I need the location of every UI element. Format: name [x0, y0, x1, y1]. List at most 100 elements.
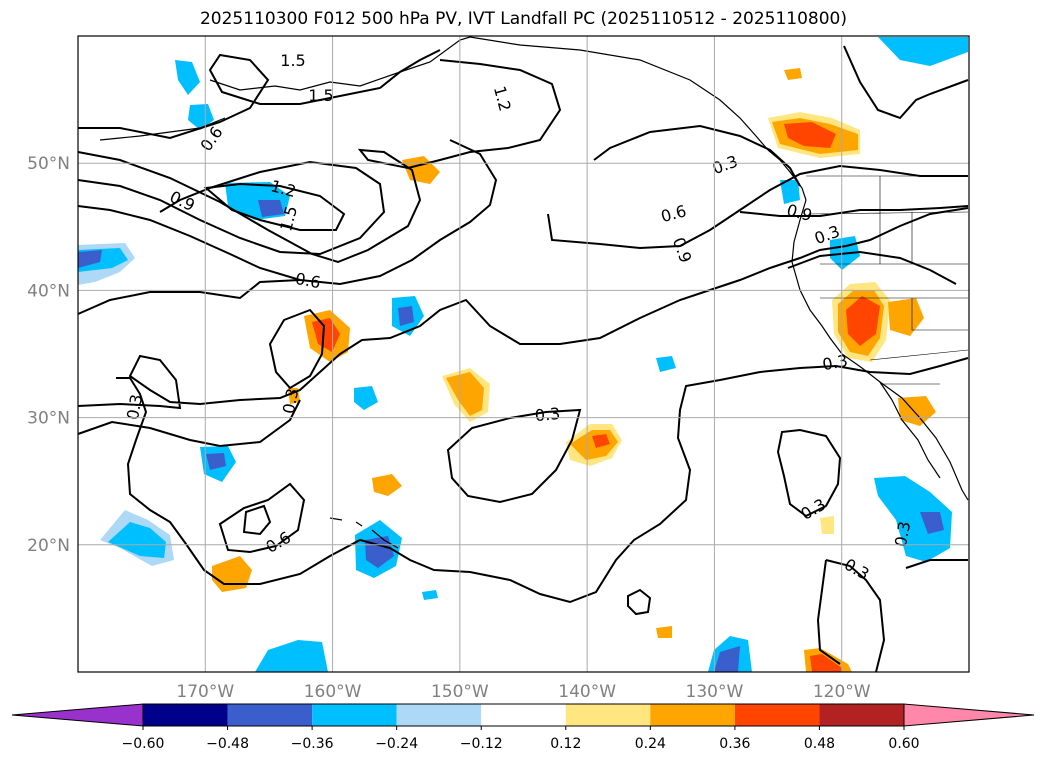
- pv-contour: [77, 279, 301, 315]
- contour-label: 1.5: [280, 51, 305, 70]
- pos-patch: [372, 474, 402, 496]
- alaska-coast: [209, 36, 471, 91]
- pv-contour: [787, 250, 957, 285]
- contour-label: 0.3: [279, 387, 302, 415]
- colorbar-tick-label: −0.48: [206, 736, 249, 752]
- colorbar-tick-label: 0.36: [719, 736, 750, 752]
- longitude-label: 150°W: [431, 682, 489, 702]
- pos-patch: [402, 156, 440, 184]
- neg-patch: [175, 60, 200, 95]
- longitude-label: 140°W: [558, 682, 616, 702]
- latitude-label: 30°N: [27, 409, 70, 429]
- neg-patch: [878, 37, 968, 66]
- colorbar-swatch: [143, 704, 228, 726]
- neg-patch: [78, 250, 102, 268]
- negative-pc-patches: [78, 37, 968, 672]
- longitude-label: 170°W: [176, 682, 234, 702]
- baja-coast: [879, 381, 941, 479]
- state-borders: [809, 176, 969, 385]
- contour-label: 0.6: [659, 201, 689, 226]
- pv-contour: [218, 482, 306, 554]
- pv-contour: [77, 139, 498, 286]
- colorbar-tick-label: −0.24: [375, 736, 418, 752]
- contour-label: 0.3: [123, 393, 146, 421]
- positive-pc-patches: [212, 68, 936, 672]
- longitude-label: 120°W: [813, 682, 871, 702]
- contour-label: 0.3: [841, 555, 873, 584]
- pv-contour: [547, 164, 968, 250]
- colorbar-tick-label: 0.24: [635, 736, 666, 752]
- colorbar-swatch: [650, 704, 735, 726]
- contour-label: 0.6: [294, 269, 322, 292]
- neg-patch: [780, 180, 800, 204]
- contour-label: 1.2: [490, 84, 515, 114]
- neg-patch: [874, 476, 952, 562]
- pos-patch: [888, 298, 924, 336]
- colorbar-swatch: [819, 704, 904, 726]
- pv-contour: [77, 59, 562, 264]
- pv-contour: [268, 308, 326, 390]
- colorbar-min-extension: [11, 703, 144, 727]
- colorbar-tick-label: −0.36: [291, 736, 334, 752]
- longitude-label: 130°W: [686, 682, 744, 702]
- pos-patch: [784, 68, 802, 80]
- colorbar-max-extension: [903, 703, 1035, 727]
- longitude-label: 160°W: [304, 682, 362, 702]
- pv-contour: [816, 559, 841, 665]
- colorbar-swatch: [481, 704, 566, 726]
- pos-patch: [212, 556, 252, 592]
- contour-label: 0.9: [785, 200, 815, 225]
- neg-patch: [422, 590, 438, 600]
- neg-patch: [188, 104, 214, 130]
- pos-patch: [810, 654, 842, 672]
- hawaii: [329, 517, 399, 549]
- colorbar-swatch: [396, 704, 482, 726]
- neg-patch: [714, 646, 740, 672]
- pv-contour: [242, 504, 272, 536]
- map-title: 2025110300 F012 500 hPa PV, IVT Landfall…: [199, 9, 847, 29]
- pv-contour: [116, 357, 969, 604]
- contour-label: 0.3: [821, 351, 849, 374]
- neg-patch: [255, 640, 328, 672]
- pos-patch: [784, 122, 836, 148]
- pv-contour: [77, 399, 301, 448]
- pos-patch: [656, 626, 672, 638]
- colorbar-swatch: [565, 704, 651, 726]
- colorbar-swatch: [734, 704, 820, 726]
- latitude-label: 20°N: [27, 536, 70, 556]
- colorbar-tick-label: −0.12: [460, 736, 503, 752]
- contour-label: 0.3: [891, 520, 914, 548]
- contour-label: 1.5: [308, 86, 333, 105]
- latitude-label: 50°N: [27, 154, 70, 174]
- neg-patch: [108, 522, 166, 558]
- ivt-pc-shading: [78, 37, 968, 672]
- pv-contours: [77, 45, 969, 673]
- pos-patch: [592, 434, 610, 448]
- coastlines: [99, 36, 969, 549]
- pv-contour: [593, 124, 801, 187]
- pos-patch: [446, 372, 484, 416]
- neg-patch: [206, 453, 226, 470]
- colorbar-tick-label: 0.60: [888, 736, 919, 752]
- colorbar-tick-label: 0.12: [550, 736, 581, 752]
- colorbar: −0.60 −0.48 −0.36 −0.24 −0.12 0.12 0.24 0.36 0.4…: [11, 703, 1035, 752]
- gulf-of-alaska-coast: [469, 36, 769, 151]
- pos-patch: [846, 296, 880, 346]
- neg-patch: [656, 356, 676, 372]
- longitude-labels: 170°W 160°W 150°W 140°W 130°W 120°W: [176, 682, 870, 702]
- pv-contour: [627, 588, 652, 616]
- pv-contour: [77, 207, 969, 410]
- pv-contour-labels: 1.5 1.5 1.2 0.6 1.2 0.9 1.5 0.3 0.6 0.9 …: [123, 51, 914, 584]
- colorbar-swatch: [227, 704, 313, 726]
- pv-contour: [446, 408, 582, 504]
- pv-contour: [905, 559, 968, 569]
- pv-contour: [739, 205, 969, 217]
- neg-patch: [354, 386, 378, 410]
- pv-contour: [776, 428, 842, 518]
- contour-label: 0.9: [167, 187, 198, 215]
- contour-label: 0.6: [262, 528, 294, 557]
- neg-patch: [920, 512, 944, 534]
- latitude-label: 40°N: [27, 281, 70, 301]
- pos-patch: [820, 516, 834, 534]
